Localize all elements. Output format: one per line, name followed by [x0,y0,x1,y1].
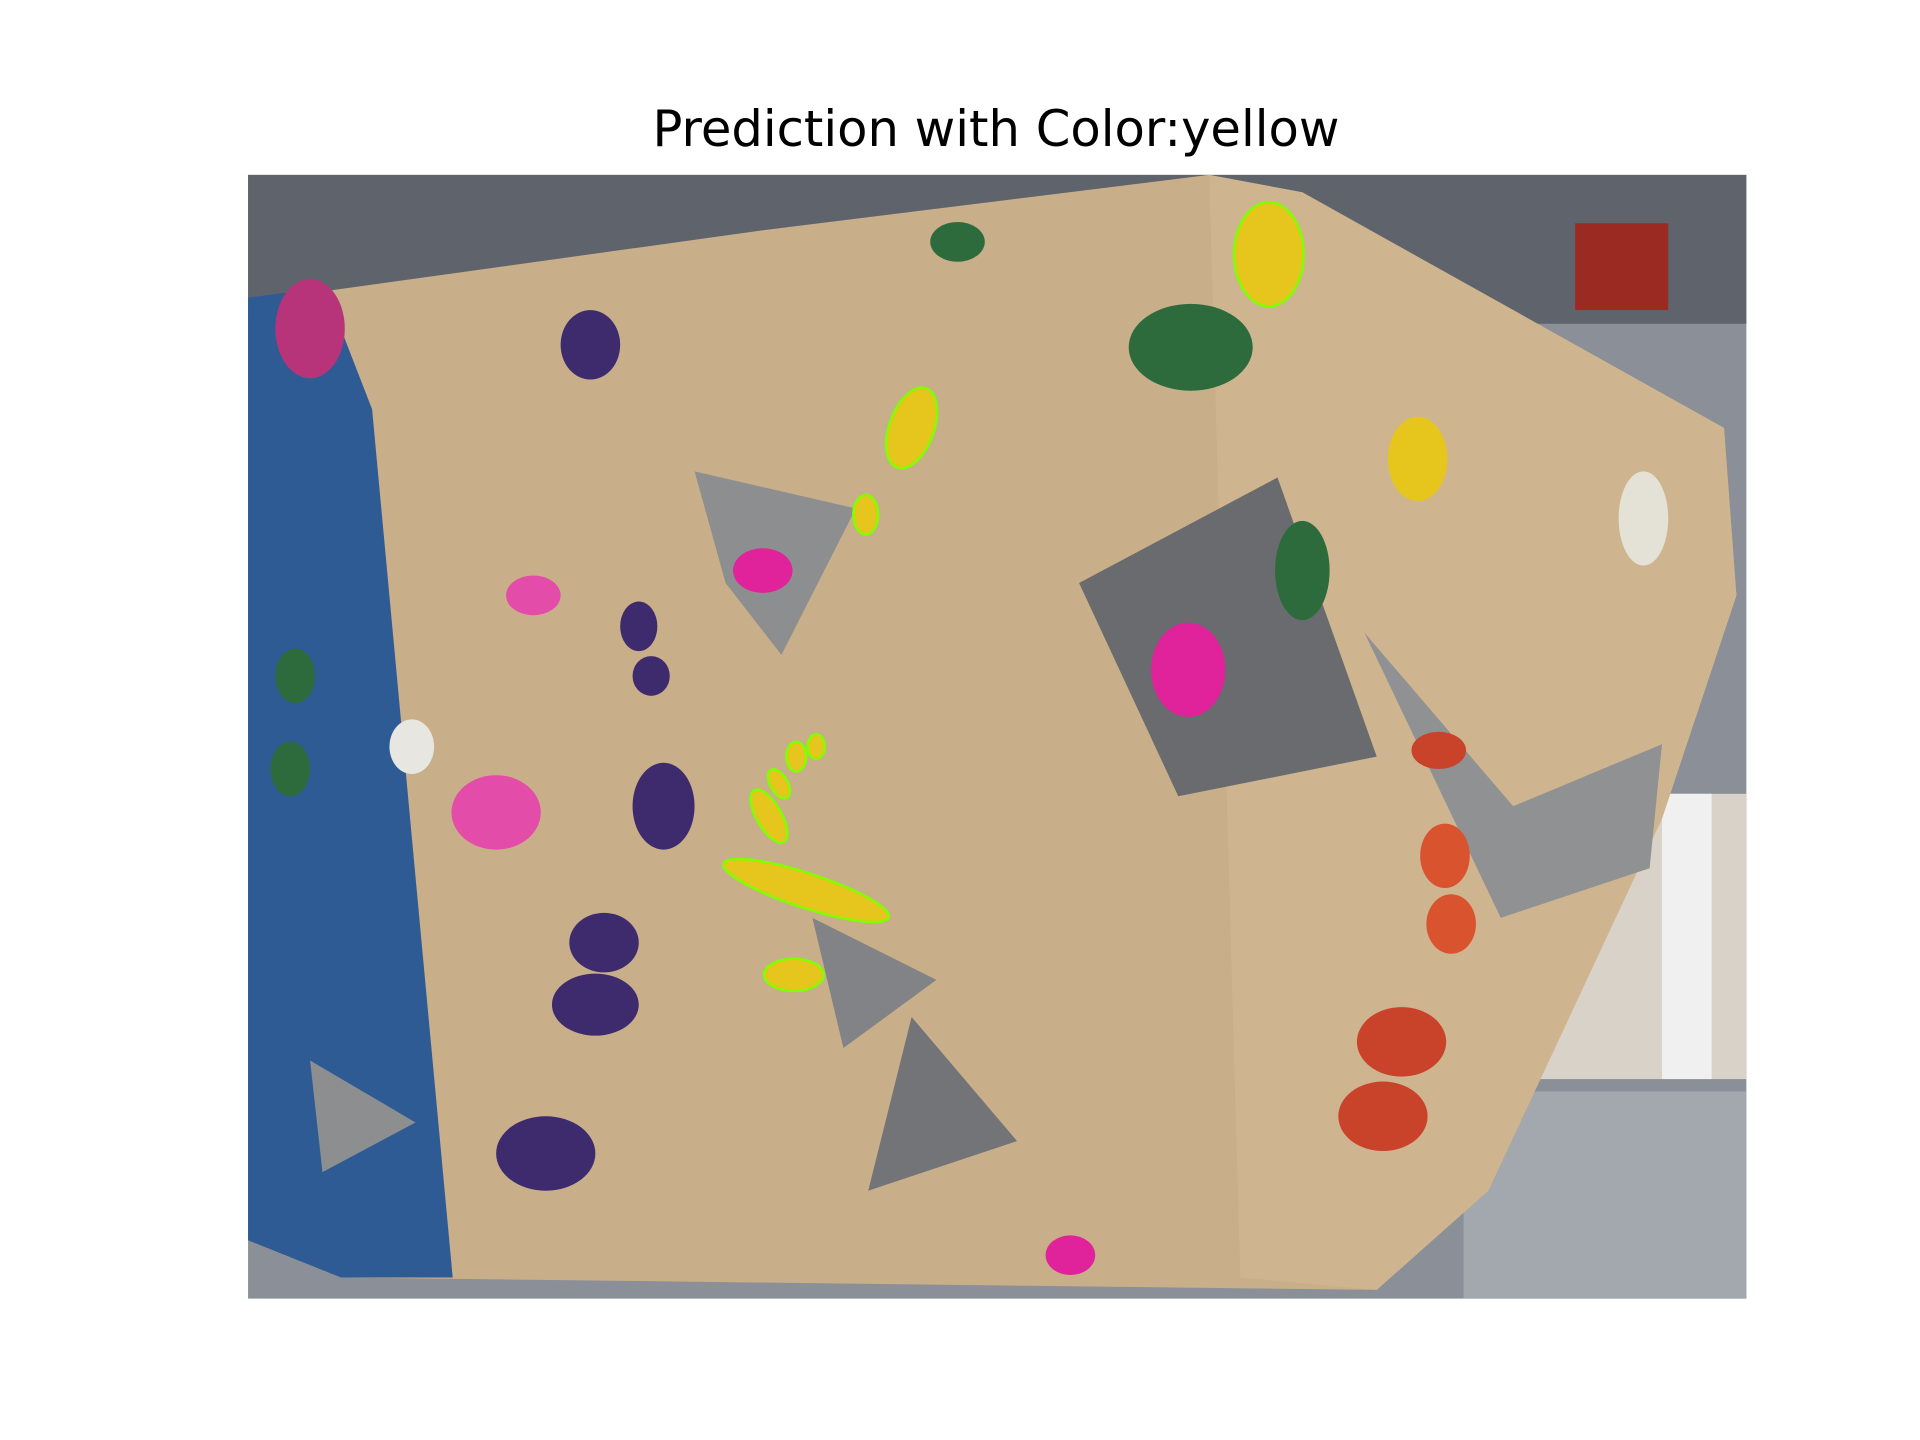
hold-shape [1411,731,1467,769]
hold-shape [270,741,311,797]
hold-shape [733,548,793,593]
wall-right-face [1209,174,1737,1290]
hold-shape [1387,416,1448,502]
volume-shape [868,1017,1018,1191]
hold-shape [632,762,695,850]
hold-shape [1275,520,1330,621]
blue-column [248,287,453,1278]
figure-title: Prediction with Color:yellow [652,100,1339,158]
hold-shape [930,222,985,262]
hold-shape [275,279,345,379]
hold-shape [560,310,621,380]
hold-shape [569,912,639,973]
hold-shape [766,768,792,800]
hold-shape [1356,1007,1447,1077]
photo [248,174,1747,1299]
predicted-yellow-holds [722,200,1305,993]
hold-shape [749,788,789,844]
volume-shape [812,917,937,1049]
hold-shape [1045,1235,1096,1276]
hold-shape [1618,471,1669,566]
holds [270,222,1669,1276]
hold-shape [785,740,808,773]
hold-shape [1128,303,1253,391]
hold-shape [389,719,435,774]
pillar [1662,793,1712,1080]
hold-shape [884,386,939,470]
hold-shape [496,1116,596,1191]
hold-shape [1232,200,1305,308]
hold-shape [451,775,541,850]
hold-shape [551,973,639,1036]
volume-shape [1364,632,1663,918]
hold-shape [1338,1081,1428,1152]
hold-shape [1426,894,1476,954]
hold-shape [852,493,880,536]
hold-shape [1420,823,1470,889]
ceiling-device [1575,223,1669,311]
hold-shape [1151,622,1226,717]
hold-shape [506,575,561,616]
hold-shape [620,601,658,652]
hold-shape [722,857,891,924]
hold-shape [275,648,316,704]
hold-shape [762,957,825,993]
hold-shape [806,733,827,761]
hold-shape [632,656,670,696]
volume-shape [310,1060,416,1173]
